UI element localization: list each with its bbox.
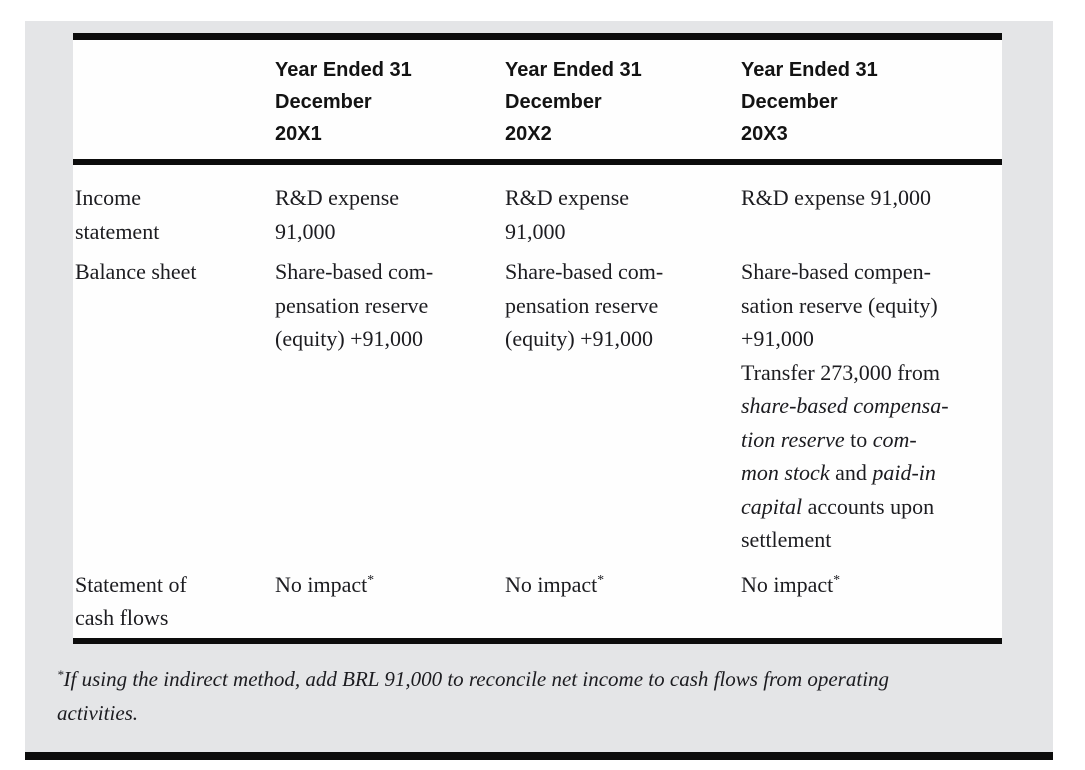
text-line: (equity) +91,000 bbox=[505, 326, 654, 351]
table-cell-balance-sheet-20X3: Share-based compen-sation reserve (equit… bbox=[741, 255, 1002, 557]
exhibit-panel: Year Ended 31 December 20X1 Year Ended 31 De… bbox=[25, 21, 1053, 760]
table-cell-income-statement-20X2: R&D expense 91,000 bbox=[505, 181, 741, 248]
table-cell-statement-of-cash-flows-20X3: No impact* bbox=[741, 568, 1002, 635]
text-line: Income bbox=[75, 185, 141, 210]
text-line: settlement bbox=[741, 527, 832, 552]
text-line: 20X2 bbox=[505, 123, 552, 145]
text-line: Share-based com- bbox=[275, 259, 434, 284]
text-line: pensation reserve bbox=[275, 292, 429, 318]
text-line: Year Ended 31 bbox=[741, 59, 878, 81]
table-cell-statement-of-cash-flows-20X1: No impact* bbox=[275, 568, 505, 635]
text-line: 91,000 bbox=[275, 218, 336, 244]
table-row-balance-sheet: Balance sheet Share-based com-pensation r… bbox=[73, 248, 1002, 557]
footnote-asterisk: * bbox=[597, 572, 605, 587]
text-line: *If using the indirect method, add BRL 9… bbox=[57, 666, 890, 691]
table-cell-statement-of-cash-flows-20X2: No impact* bbox=[505, 568, 741, 635]
text-line: Year Ended 31 bbox=[505, 59, 642, 81]
text-line: 20X3 bbox=[741, 123, 788, 145]
footnote-asterisk: * bbox=[57, 666, 64, 682]
text-line: share-based compensa- bbox=[741, 389, 992, 423]
header-cell-year-3: Year Ended 31 December 20X3 bbox=[741, 54, 1002, 150]
text-line: pensation reserve bbox=[505, 292, 659, 318]
text-line: R&D expense 91,000 bbox=[741, 185, 932, 210]
table-footnote: *If using the indirect method, add BRL 9… bbox=[57, 662, 1047, 730]
header-cell-empty bbox=[73, 54, 275, 150]
italic-term: paid-in bbox=[872, 460, 936, 485]
text-line: activities. bbox=[57, 701, 139, 725]
text-line: No impact* bbox=[275, 571, 375, 597]
text-line: R&D expense bbox=[275, 185, 400, 210]
table-cell-income-statement-20X1: R&D expense 91,000 bbox=[275, 181, 505, 248]
text-line: Year Ended 31 bbox=[275, 59, 412, 81]
text-line: December bbox=[505, 91, 602, 113]
text-line: statement bbox=[75, 218, 160, 244]
text-line: Share-based com- bbox=[505, 259, 664, 284]
table-cell-balance-sheet-20X2: Share-based com-pensation reserve (equity… bbox=[505, 255, 741, 557]
text-line: mon stock and paid-in bbox=[741, 460, 936, 485]
header-cell-year-1: Year Ended 31 December 20X1 bbox=[275, 54, 505, 150]
text-line: Balance sheet bbox=[75, 259, 197, 284]
text-line: +91,000 bbox=[741, 326, 814, 351]
table-body: Income statement R&D expense 91,000 R&D expe… bbox=[73, 165, 1002, 638]
text-line: sation reserve (equity) bbox=[741, 292, 938, 318]
italic-term: capital bbox=[741, 493, 803, 519]
row-label-income-statement: Income statement bbox=[73, 181, 275, 248]
table-cell-balance-sheet-20X1: Share-based com-pensation reserve (equity… bbox=[275, 255, 505, 557]
text-line: 20X1 bbox=[275, 123, 322, 145]
italic-term: mon stock bbox=[741, 460, 830, 485]
text-line: December bbox=[275, 91, 372, 113]
footnote-asterisk: * bbox=[367, 572, 375, 587]
text-line: tion reserve to com- bbox=[741, 426, 917, 452]
text-line: Statement of bbox=[75, 571, 187, 597]
italic-term: com- bbox=[872, 426, 917, 452]
text-line: R&D expense bbox=[505, 185, 630, 210]
text-line: Share-based compen- bbox=[741, 259, 931, 284]
text-line: December bbox=[741, 91, 838, 113]
impact-table: Year Ended 31 December 20X1 Year Ended 31 De… bbox=[73, 33, 1002, 644]
row-label-statement-of-cash-flows: Statement of cash flows bbox=[73, 568, 275, 635]
text-line: capital accounts upon bbox=[741, 493, 935, 519]
table-row-statement-of-cash-flows: Statement of cash flows No impact* No impac… bbox=[73, 557, 1002, 638]
italic-term: share-based compensa- bbox=[741, 393, 949, 418]
text-line: No impact* bbox=[505, 571, 605, 597]
header-cell-year-2: Year Ended 31 December 20X2 bbox=[505, 54, 741, 150]
italic-term: tion reserve bbox=[741, 426, 845, 452]
text-line: cash flows bbox=[75, 605, 169, 630]
footnote-asterisk: * bbox=[833, 572, 841, 587]
text-line: 91,000 bbox=[505, 218, 566, 244]
table-header-row: Year Ended 31 December 20X1 Year Ended 31 De… bbox=[73, 40, 1002, 165]
text-line: No impact* bbox=[741, 571, 841, 597]
text-line: (equity) +91,000 bbox=[275, 326, 424, 351]
table-row-income-statement: Income statement R&D expense 91,000 R&D expe… bbox=[73, 165, 1002, 248]
table-cell-income-statement-20X3: R&D expense 91,000 bbox=[741, 181, 1002, 248]
row-label-balance-sheet: Balance sheet bbox=[73, 255, 275, 557]
text-line: Transfer 273,000 from bbox=[741, 359, 940, 385]
